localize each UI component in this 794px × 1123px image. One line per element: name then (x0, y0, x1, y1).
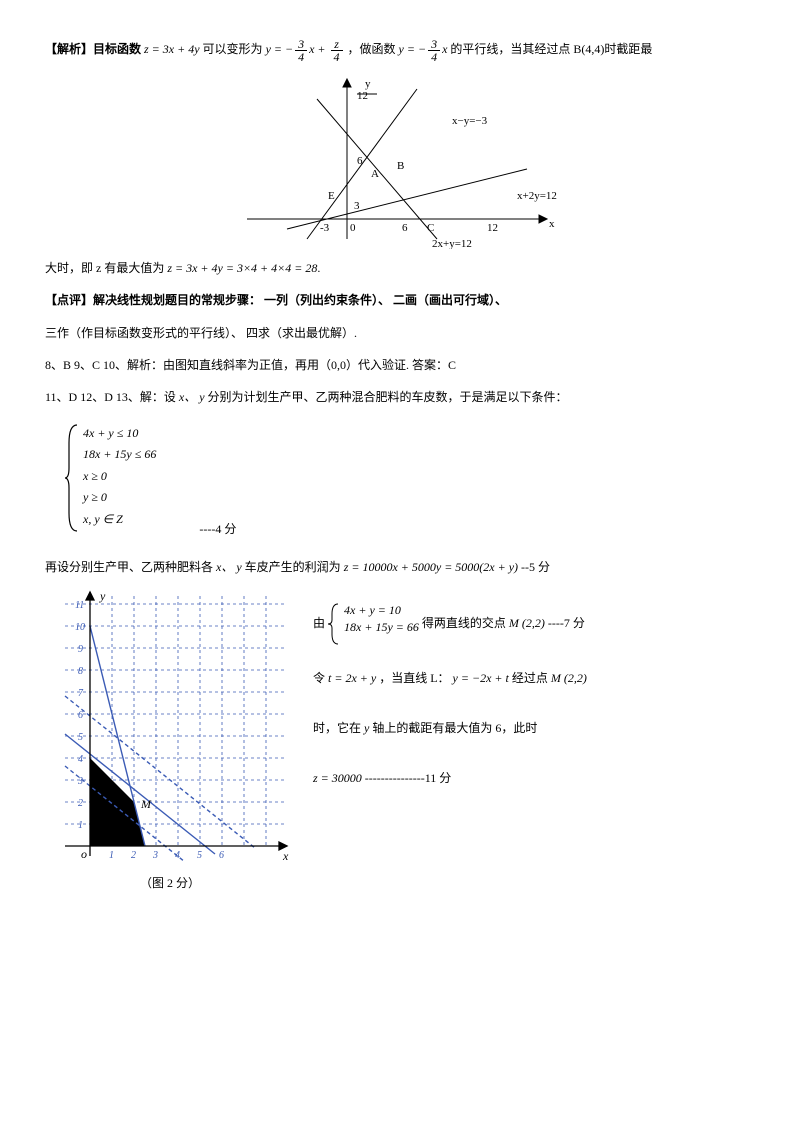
max-value-line: 大时，即 z 有最大值为 z = 3x + 4y = 3×4 + 4×4 = 2… (45, 255, 749, 281)
svg-text:4: 4 (175, 850, 180, 861)
xy-vars-1: x、 y (179, 390, 205, 404)
figure-2-caption: （图 2 分） (45, 870, 295, 896)
svg-text:12: 12 (357, 90, 368, 102)
text-7a: 再设分别生产甲、乙两种肥料各 (45, 560, 213, 574)
svg-text:5: 5 (78, 732, 83, 743)
text-r1b: 得两直线的交点 (422, 616, 506, 630)
left-brace-icon (65, 423, 79, 533)
svg-text:7: 7 (78, 688, 84, 699)
intersection-line: 由 4x + y = 10 18x + 15y = 66 得两直线的交点 M (… (313, 602, 749, 646)
text-1c: ，做函数 (348, 42, 396, 56)
eq-y2: y = −34x (399, 42, 448, 56)
right-column: 由 4x + y = 10 18x + 15y = 66 得两直线的交点 M (… (313, 586, 749, 811)
svg-text:-3: -3 (320, 222, 330, 234)
text-7c: 车皮产生的利润为 (245, 560, 341, 574)
svg-text:4: 4 (78, 754, 83, 765)
system-eq-2: 18x + 15y = 66 (344, 619, 419, 636)
text-r2a: 令 (313, 671, 325, 685)
svg-text:1: 1 (78, 820, 83, 831)
text-r1a: 由 (313, 616, 325, 630)
comment-line-2: 三作（作目标函数变形式的平行线）、 四求（求出最优解）. (45, 320, 749, 346)
svg-text:2: 2 (131, 850, 136, 861)
eq-max-calc: = 3×4 + 4×4 = 28 (226, 261, 318, 275)
svg-text:E: E (328, 190, 335, 202)
answers-11-13: 11、D 12、D 13、解：设 x、 y 分别为计划生产甲、乙两种混合肥料的车… (45, 384, 749, 410)
svg-text:9: 9 (78, 644, 83, 655)
text-r3a: 时，它在 (313, 721, 361, 735)
svg-text:y: y (365, 78, 371, 90)
svg-text:x+2y=12: x+2y=12 (517, 190, 557, 202)
answers-8-10: 8、B 9、C 10、解析：由图知直线斜率为正值，再用（0,0）代入验证. 答案… (45, 352, 749, 378)
svg-text:x−y=−3: x−y=−3 (452, 115, 488, 127)
left-brace-small-icon (328, 602, 340, 646)
intercept-line: 时，它在 y 轴上的截距有最大值为 6，此时 (313, 712, 749, 746)
graph-feasible-fill: 11 10 9 8 7 6 5 4 3 2 1 1 2 3 4 5 6 y x (45, 586, 295, 866)
text-6a: 11、D 12、D 13、解：设 (45, 390, 176, 404)
eq-z-result: z = 30000 (313, 771, 362, 785)
svg-text:6: 6 (357, 155, 363, 167)
comment-line-1: 【点评】解决线性规划题目的常规步骤： 一列（列出约束条件）、 二画（画出可行域）… (45, 287, 749, 313)
point-m-1: M (2,2) (509, 616, 545, 630)
xy-vars-2: x、 y (216, 560, 242, 574)
constraint-3: x ≥ 0 (83, 466, 156, 488)
score-11: ---------------11 分 (365, 771, 452, 785)
text-r2c: 经过点 (512, 671, 548, 685)
score-7: ----7 分 (548, 616, 585, 630)
point-m-2: M (2,2) (551, 671, 587, 685)
text-r3c: 轴上的截距有最大值为 6，此时 (372, 721, 537, 735)
text-6c: 分别为计划生产甲、乙两种混合肥料的车皮数，于是满足以下条件： (208, 390, 568, 404)
svg-text:3: 3 (354, 200, 360, 212)
svg-text:10: 10 (75, 622, 85, 633)
svg-text:2: 2 (78, 798, 83, 809)
system-eq-1: 4x + y = 10 (344, 602, 419, 619)
constraint-system: 4x + y ≤ 10 18x + 15y ≤ 66 x ≥ 0 y ≥ 0 x… (65, 423, 749, 542)
eq-max: z = 3x + 4y (167, 261, 223, 275)
constraint-5: x, y ∈ Z (83, 509, 156, 531)
svg-text:0: 0 (350, 222, 356, 234)
svg-text:x: x (549, 218, 555, 230)
constraint-1: 4x + y ≤ 10 (83, 423, 156, 445)
svg-text:x: x (282, 849, 289, 863)
analysis-line-1: 【解析】目标函数 z = 3x + 4y 可以变形为 y = −34x + z4… (45, 36, 749, 63)
svg-text:M: M (140, 797, 152, 811)
svg-text:6: 6 (219, 850, 224, 861)
svg-text:o: o (81, 847, 87, 861)
svg-text:C: C (427, 222, 434, 234)
eq-z: z = 3x + 4y (144, 42, 200, 56)
svg-text:8: 8 (78, 666, 83, 677)
text-r2b: ，当直线 L： (379, 671, 449, 685)
score-4: ----4 分 (199, 522, 236, 536)
svg-text:6: 6 (78, 710, 83, 721)
eq-profit: z = 10000x + 5000y = 5000(2x + y) (344, 560, 518, 574)
profit-line: 再设分别生产甲、乙两种肥料各 x、 y 车皮产生的利润为 z = 10000x … (45, 554, 749, 580)
svg-text:A: A (371, 168, 379, 180)
graph-feasible-region: y x 12 6 -3 0 6 12 E A B C 3 x−y=−3 2x+y… (207, 69, 587, 249)
svg-text:11: 11 (75, 600, 84, 611)
eq-y1: y = −34x + z4 (266, 42, 345, 56)
comment-label: 【点评】解决线性规划题目的常规步骤： 一列（列出约束条件）、 二画（画出可行域）… (45, 293, 507, 307)
graph-2-wrapper: 11 10 9 8 7 6 5 4 3 2 1 1 2 3 4 5 6 y x (45, 586, 295, 896)
score-5: --5 分 (521, 560, 550, 574)
svg-text:y: y (99, 589, 106, 603)
svg-text:12: 12 (487, 222, 498, 234)
y-axis-var: y (364, 721, 369, 735)
svg-text:3: 3 (77, 776, 83, 787)
result-z-line: z = 30000 ---------------11 分 (313, 762, 749, 796)
svg-text:2x+y=12: 2x+y=12 (432, 238, 472, 249)
constraint-2: 18x + 15y ≤ 66 (83, 444, 156, 466)
svg-text:5: 5 (197, 850, 202, 861)
text-1d: 的平行线，当其经过点 B(4,4)时截距最 (450, 42, 652, 56)
eq-t: t = 2x + y (328, 671, 376, 685)
constraint-4: y ≥ 0 (83, 487, 156, 509)
svg-text:1: 1 (109, 850, 114, 861)
svg-text:B: B (397, 160, 404, 172)
svg-text:6: 6 (402, 222, 408, 234)
text-1b: 可以变形为 (203, 42, 263, 56)
analysis-label: 【解析】目标函数 (45, 42, 141, 56)
text-2a: 大时，即 z 有最大值为 (45, 261, 164, 275)
let-t-line: 令 t = 2x + y ，当直线 L： y = −2x + t 经过点 M (… (313, 662, 749, 696)
eq-line-l: y = −2x + t (453, 671, 509, 685)
svg-text:3: 3 (152, 850, 158, 861)
